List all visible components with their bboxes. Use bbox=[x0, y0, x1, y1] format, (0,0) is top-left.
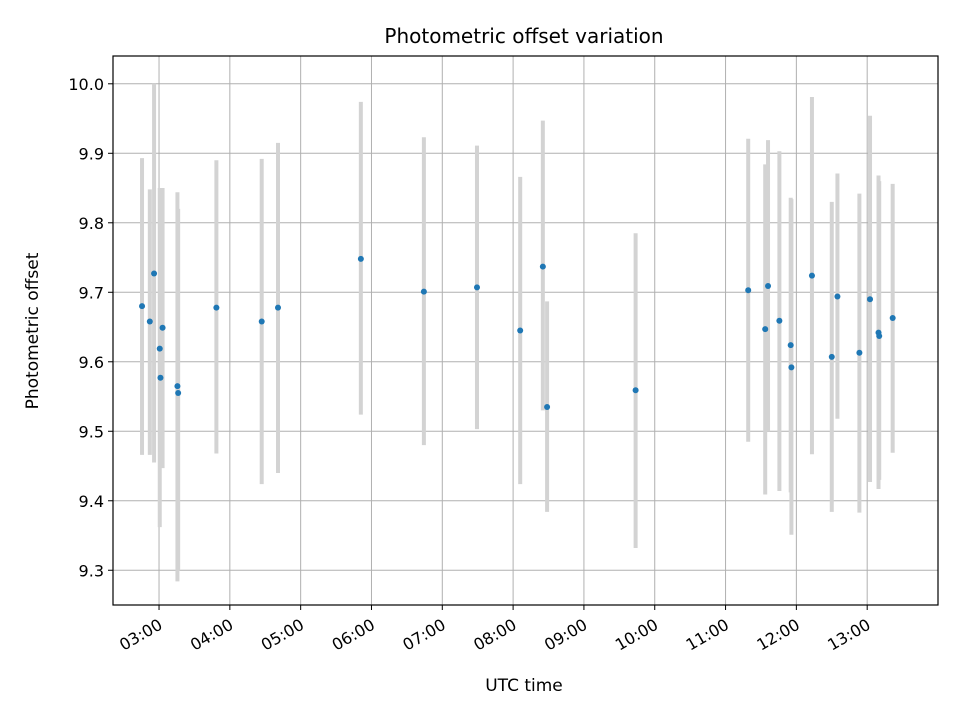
data-point bbox=[420, 288, 427, 295]
data-point bbox=[175, 390, 182, 397]
data-point bbox=[828, 353, 835, 360]
data-point bbox=[473, 284, 480, 291]
grid-layer bbox=[113, 56, 938, 605]
data-point bbox=[357, 255, 364, 262]
y-axis-title: Photometric offset bbox=[23, 252, 43, 409]
data-point bbox=[776, 317, 783, 324]
data-point bbox=[765, 283, 772, 290]
y-tick-label: 9.6 bbox=[79, 353, 104, 372]
y-tick-label: 10.0 bbox=[68, 75, 104, 94]
data-point bbox=[632, 387, 639, 394]
data-point bbox=[856, 349, 863, 356]
data-point bbox=[213, 304, 220, 311]
x-axis-title: UTC time bbox=[485, 676, 563, 696]
data-point bbox=[539, 263, 546, 270]
y-tick-label: 9.9 bbox=[79, 144, 104, 163]
data-point bbox=[787, 342, 794, 349]
data-point bbox=[157, 374, 164, 381]
y-tick-label: 9.4 bbox=[79, 492, 104, 511]
y-tick-label: 9.3 bbox=[79, 561, 104, 580]
data-point bbox=[788, 364, 795, 371]
y-tick-label: 9.7 bbox=[79, 283, 104, 302]
chart-title: Photometric offset variation bbox=[384, 24, 663, 48]
y-tick-label: 9.5 bbox=[79, 422, 104, 441]
plot-area-frame bbox=[112, 55, 939, 606]
data-point bbox=[139, 303, 146, 310]
data-point bbox=[876, 333, 883, 340]
data-point bbox=[867, 296, 874, 303]
data-point bbox=[258, 318, 265, 325]
data-point bbox=[174, 383, 181, 390]
data-point bbox=[275, 304, 281, 311]
data-point bbox=[808, 272, 815, 279]
data-point bbox=[889, 314, 896, 321]
data-point bbox=[151, 270, 158, 277]
y-tick-label: 9.8 bbox=[79, 214, 104, 233]
data-point bbox=[834, 293, 841, 300]
point-layer bbox=[139, 255, 896, 410]
data-point bbox=[517, 327, 524, 334]
data-point bbox=[762, 326, 769, 333]
data-point bbox=[156, 345, 163, 352]
data-point bbox=[146, 318, 153, 325]
data-point bbox=[159, 324, 166, 331]
data-point bbox=[544, 403, 551, 410]
data-point bbox=[745, 287, 752, 294]
